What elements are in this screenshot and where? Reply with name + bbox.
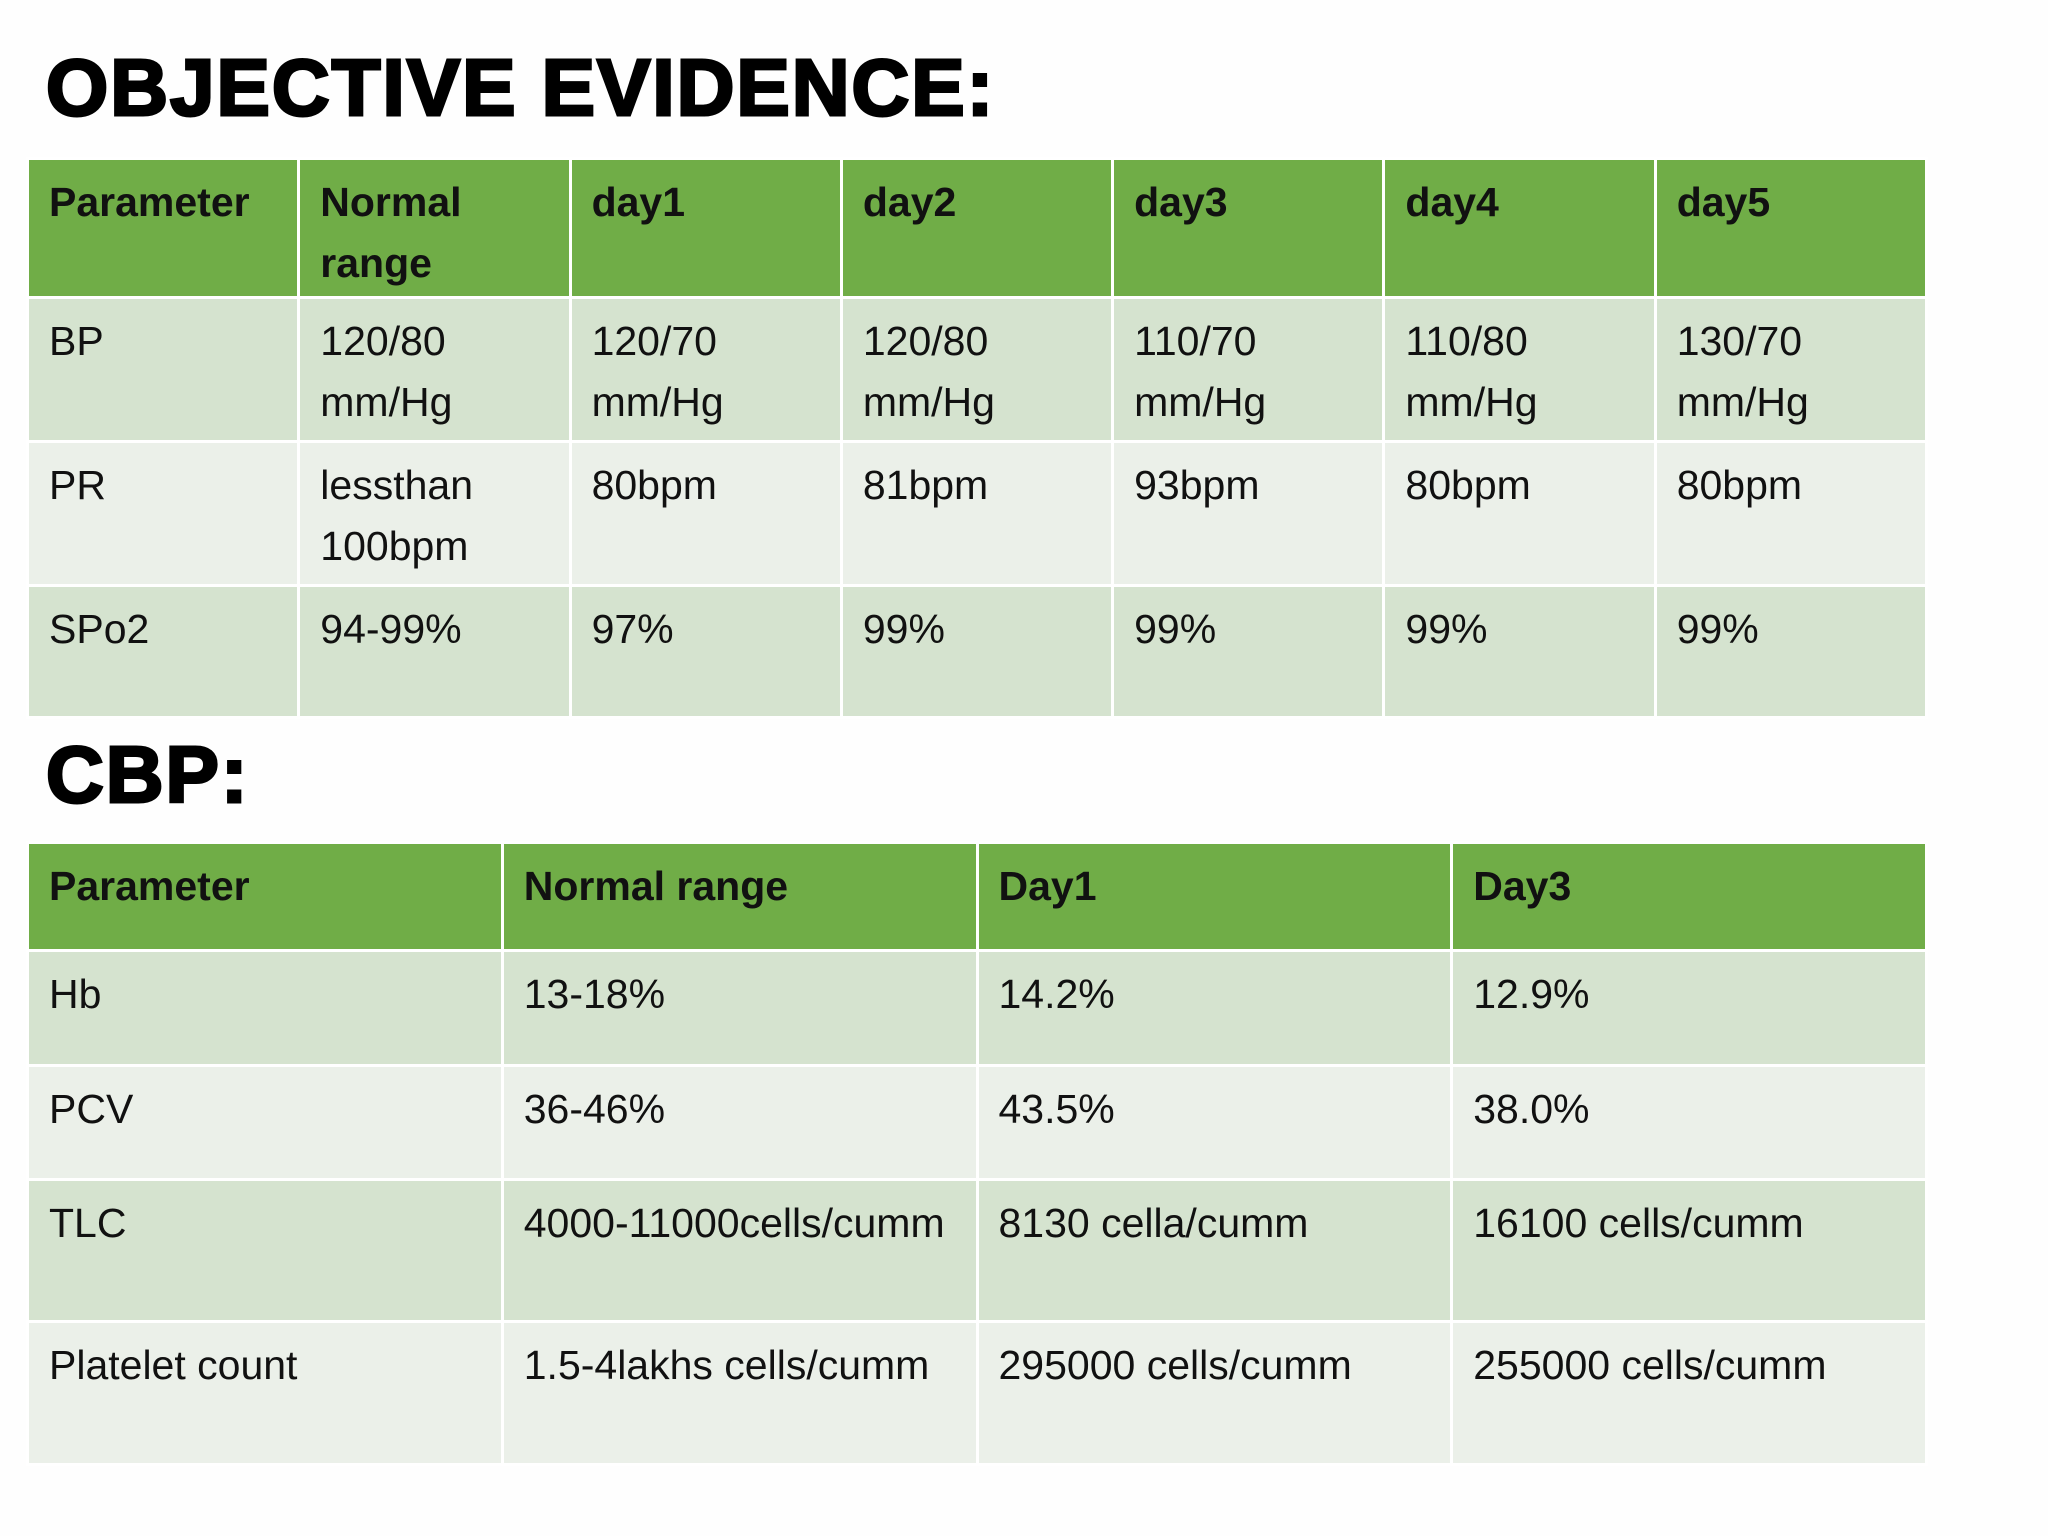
table-row: PCV 36-46% 43.5% 38.0% <box>26 1064 1928 1181</box>
table-cell: 4000-11000cells/cumm <box>500 1178 979 1323</box>
header-cell: day5 <box>1653 157 1929 299</box>
header-cell: Parameter <box>25 157 301 299</box>
table-cell: 110/80 mm/Hg <box>1382 296 1657 443</box>
table-cell: 110/70 mm/Hg <box>1111 296 1386 443</box>
table-cell: 8130 cella/cumm <box>975 1178 1454 1323</box>
table-cell: 255000 cells/cumm <box>1450 1320 1928 1466</box>
table-cell: 1.5-4lakhs cells/cumm <box>500 1320 979 1466</box>
table-cell: 97% <box>568 584 843 719</box>
table-row: Hb 13-18% 14.2% 12.9% <box>26 949 1928 1067</box>
table-cell: 80bpm <box>568 440 843 587</box>
cbp-table: Parameter Normal range Day1 Day3 Hb 13-18% 14.… <box>26 841 1928 1466</box>
table-cell: 81bpm <box>839 440 1115 587</box>
table-cell: PCV <box>26 1064 504 1181</box>
table-row: PR lessthan 100bpm 80bpm 81bpm 93bpm 80bpm 80b… <box>25 440 1929 587</box>
table-cell: 130/70 mm/Hg <box>1653 296 1929 443</box>
header-cell: Day3 <box>1450 841 1928 952</box>
table-cell: 295000 cells/cumm <box>975 1320 1454 1466</box>
table-cell: 16100 cells/cumm <box>1450 1178 1928 1323</box>
table-cell: 99% <box>1111 584 1386 719</box>
header-cell: Normal range <box>500 841 979 952</box>
table-cell: lessthan 100bpm <box>297 440 572 587</box>
header-cell: Day1 <box>975 841 1454 952</box>
table-row: Platelet count 1.5-4lakhs cells/cumm 29500… <box>26 1320 1928 1466</box>
table-row: SPo2 94-99% 97% 99% 99% 99% 99% <box>25 584 1929 719</box>
table-cell: 120/70 mm/Hg <box>568 296 843 443</box>
table-cell: 93bpm <box>1111 440 1386 587</box>
table-cell: 94-99% <box>297 584 572 719</box>
header-cell: Parameter <box>26 841 504 952</box>
table-cell: 38.0% <box>1450 1064 1928 1181</box>
section-title: CBP: <box>45 730 250 819</box>
table-cell: SPo2 <box>25 584 301 719</box>
header-row: Parameter Normal range Day1 Day3 <box>26 841 1928 952</box>
table-cell: 120/80 mm/Hg <box>839 296 1115 443</box>
header-cell: Normal range <box>297 157 572 299</box>
table-cell: 120/80 mm/Hg <box>297 296 572 443</box>
header-row: Parameter Normal range day1 day2 day3 day4 day… <box>25 157 1929 299</box>
table-cell: TLC <box>26 1178 504 1323</box>
header-cell: day2 <box>839 157 1115 299</box>
table-cell: 99% <box>1382 584 1657 719</box>
table-cell: 36-46% <box>500 1064 979 1181</box>
table-cell: 43.5% <box>975 1064 1454 1181</box>
table-cell: 80bpm <box>1382 440 1657 587</box>
header-cell: day4 <box>1382 157 1657 299</box>
table-cell: 13-18% <box>500 949 979 1067</box>
vitals-table: Parameter Normal range day1 day2 day3 day4 day… <box>25 157 1929 719</box>
table-cell: 99% <box>1653 584 1929 719</box>
table-cell: Hb <box>26 949 504 1067</box>
table-row: TLC 4000-11000cells/cumm 8130 cella/cumm 16… <box>26 1178 1928 1323</box>
header-cell: day3 <box>1111 157 1386 299</box>
section-title: OBJECTIVE EVIDENCE: <box>44 43 996 132</box>
table-cell: Platelet count <box>26 1320 504 1466</box>
table-cell: 12.9% <box>1450 949 1928 1067</box>
table-cell: 14.2% <box>975 949 1454 1067</box>
table-row: BP 120/80 mm/Hg 120/70 mm/Hg 120/80 mm/Hg 11… <box>25 296 1929 443</box>
table-cell: 80bpm <box>1653 440 1929 587</box>
table-cell: BP <box>25 296 301 443</box>
header-cell: day1 <box>568 157 843 299</box>
table-cell: PR <box>25 440 301 587</box>
table-cell: 99% <box>839 584 1115 719</box>
